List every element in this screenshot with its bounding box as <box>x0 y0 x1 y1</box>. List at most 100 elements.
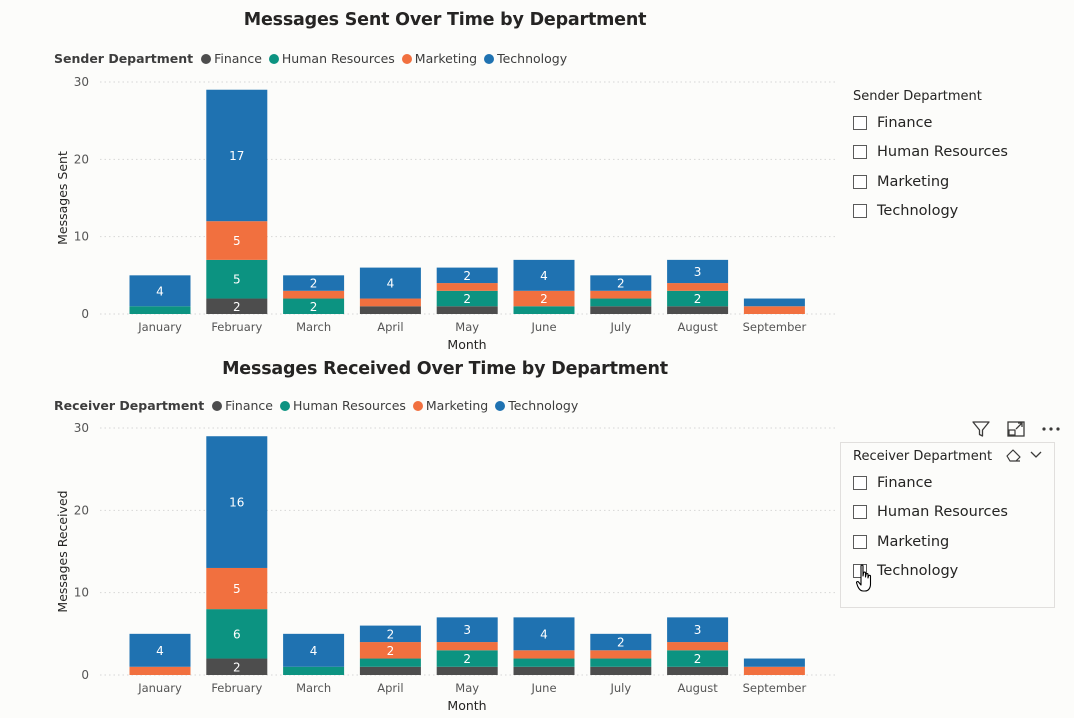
legend-label: Marketing <box>414 51 478 66</box>
slicer-item-label: Technology <box>877 203 959 220</box>
y-tick-label: 20 <box>74 152 89 166</box>
bar-finance-february <box>206 658 268 675</box>
bar-technology-september <box>743 298 805 307</box>
bar-finance-august <box>667 306 729 314</box>
x-tick-label: May <box>455 681 479 695</box>
data-label: 4 <box>540 627 548 641</box>
slicer-title: Sender Department <box>853 89 982 104</box>
more-options-icon[interactable] <box>1039 418 1063 440</box>
data-label: 3 <box>694 265 702 279</box>
slicer-header-icons <box>1004 447 1048 463</box>
x-axis-label: Month <box>447 698 486 713</box>
slicer-item-marketing[interactable]: Marketing <box>853 527 1058 557</box>
slicer-item-human-resources[interactable]: Human Resources <box>853 498 1058 528</box>
legend-item-finance[interactable]: Finance <box>201 51 262 66</box>
receiver-department-slicer: Receiver Department Finance Human Resour… <box>853 446 1058 586</box>
data-label: 6 <box>233 627 241 641</box>
x-tick-label: January <box>137 320 182 334</box>
legend-item-finance[interactable]: Finance <box>212 398 273 413</box>
hand-cursor-icon <box>855 564 874 598</box>
checkbox[interactable] <box>853 174 867 189</box>
bar-technology-august <box>667 259 729 284</box>
chevron-down-icon[interactable] <box>1028 447 1048 463</box>
bar-marketing-january <box>129 666 191 675</box>
bar-human-resources-august <box>667 650 729 667</box>
filter-icon[interactable] <box>969 418 993 440</box>
bar-human-resources-january <box>129 306 191 314</box>
legend-dot-finance <box>201 53 212 64</box>
legend-dot-marketing <box>412 400 423 411</box>
legend-dot-human-resources <box>280 400 290 411</box>
slicer-item-label: Human Resources <box>877 144 1008 161</box>
bar-marketing-september <box>743 666 805 675</box>
y-tick-label: 0 <box>81 668 89 682</box>
bar-marketing-april <box>359 642 421 659</box>
checkbox[interactable] <box>853 145 867 160</box>
slicer-item-label: Human Resources <box>877 504 1008 521</box>
legend-dot-human-resources <box>268 53 279 64</box>
bar-technology-september <box>743 658 805 667</box>
bar-technology-february <box>206 436 268 568</box>
legend-dot-marketing <box>401 53 412 64</box>
receiver-slicer-frame <box>840 442 1055 608</box>
bar-human-resources-march <box>283 298 345 314</box>
x-tick-label: January <box>137 681 182 695</box>
x-tick-label: July <box>609 681 631 695</box>
clear-selections-icon[interactable] <box>1004 447 1024 463</box>
bar-marketing-may <box>436 283 498 291</box>
checkbox[interactable] <box>853 115 867 130</box>
sent-legend-title: Sender Department <box>54 51 194 66</box>
bar-marketing-september <box>743 306 805 314</box>
bar-human-resources-february <box>206 609 268 659</box>
data-label: 2 <box>387 627 395 641</box>
x-tick-label: March <box>296 681 331 695</box>
bar-marketing-march <box>283 290 345 299</box>
y-tick-label: 0 <box>81 307 89 321</box>
bar-finance-august <box>667 666 729 675</box>
data-label: 5 <box>233 273 241 287</box>
data-label: 3 <box>694 623 702 637</box>
bar-human-resources-july <box>590 298 652 307</box>
x-axis-label: Month <box>447 337 486 352</box>
received-chart-title: Messages Received Over Time by Departmen… <box>222 359 668 379</box>
bar-technology-june <box>513 259 575 291</box>
legend-item-human-resources[interactable]: Human Resources <box>280 398 406 413</box>
legend-label: Marketing <box>425 398 489 413</box>
bar-technology-june <box>513 617 575 651</box>
focus-mode-icon[interactable] <box>1004 418 1028 440</box>
legend-label: Finance <box>225 398 273 413</box>
slicer-item-technology[interactable]: Technology <box>853 557 1058 587</box>
slicer-item-marketing[interactable]: Marketing <box>853 167 1058 197</box>
checkbox[interactable] <box>853 204 867 219</box>
legend-item-marketing[interactable]: Marketing <box>412 398 489 413</box>
data-label: 2 <box>694 292 702 306</box>
legend-item-marketing[interactable]: Marketing <box>401 51 478 66</box>
data-label: 2 <box>387 644 395 658</box>
data-label: 5 <box>233 582 241 596</box>
slicer-item-human-resources[interactable]: Human Resources <box>853 138 1058 168</box>
legend-item-technology[interactable]: Technology <box>495 398 578 413</box>
bar-human-resources-june <box>513 306 575 314</box>
bar-marketing-april <box>359 298 421 307</box>
sent-chart-legend: Sender Department Finance Human Resource… <box>54 51 574 66</box>
legend-item-technology[interactable]: Technology <box>484 51 567 66</box>
bar-human-resources-march <box>283 666 345 675</box>
legend-item-human-resources[interactable]: Human Resources <box>268 51 395 66</box>
data-label: 2 <box>463 269 471 283</box>
slicer-item-finance[interactable]: Finance <box>853 468 1058 498</box>
bar-human-resources-february <box>206 259 268 299</box>
y-tick-label: 10 <box>74 586 89 600</box>
slicer-item-finance[interactable]: Finance <box>853 108 1058 138</box>
checkbox[interactable] <box>853 475 867 490</box>
y-tick-label: 30 <box>74 75 89 89</box>
x-tick-label: March <box>296 320 331 334</box>
sent-chart-plot[interactable]: 0 10 20 30 Messages Sent Month 4 January 2 5 5 17 Fe… <box>0 0 840 360</box>
x-tick-label: April <box>377 320 403 334</box>
slicer-item-technology[interactable]: Technology <box>853 197 1058 227</box>
bar-technology-january <box>129 633 191 667</box>
bar-human-resources-april <box>359 658 421 667</box>
checkbox[interactable] <box>853 534 867 549</box>
checkbox[interactable] <box>853 505 867 520</box>
legend-dot-finance <box>212 400 223 411</box>
